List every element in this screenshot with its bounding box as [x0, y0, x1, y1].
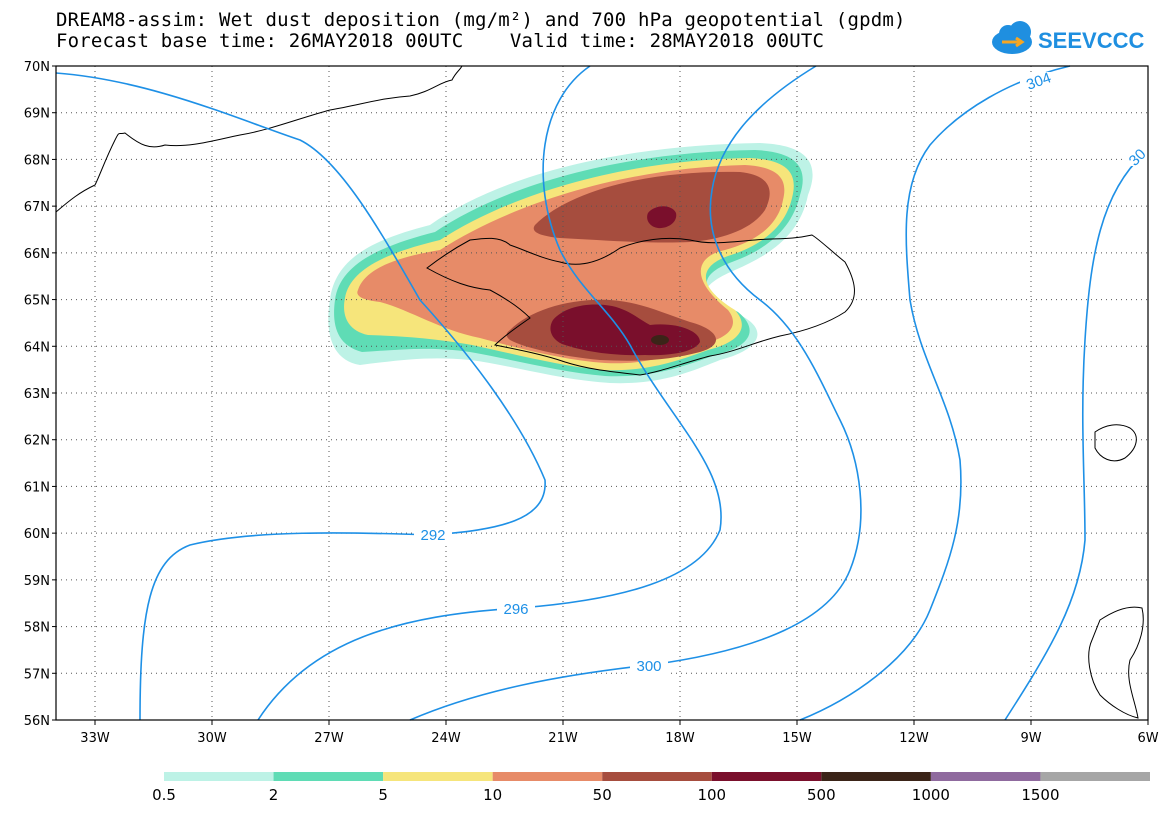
colorbar-swatch: [492, 772, 603, 781]
lat-label: 64N: [24, 340, 50, 355]
lon-label: 6W: [1137, 731, 1158, 746]
iceland-coast: [426, 234, 855, 376]
lat-label: 57N: [24, 667, 50, 682]
colorbar-label: 0.5: [152, 786, 176, 804]
greenland-coast: [55, 65, 463, 213]
lat-label: 67N: [24, 200, 50, 215]
colorbar-swatch: [383, 772, 493, 781]
colorbar: [164, 772, 1150, 781]
lon-label: 12W: [899, 731, 929, 746]
lat-label: 60N: [24, 527, 50, 542]
contour-label-292: 292: [420, 527, 445, 544]
scotland-coast: [1088, 606, 1144, 719]
colorbar-label: 1000: [911, 786, 950, 804]
colorbar-label: 1500: [1021, 786, 1060, 804]
contour-label-300: 300: [636, 658, 661, 675]
seevccc-logo: SEEVCCC: [992, 21, 1144, 54]
contour-labels: 292 296 300 304 30: [414, 69, 1150, 675]
colorbar-swatch: [602, 772, 712, 781]
contour-label-296: 296: [503, 601, 528, 618]
faroe-islands-coast: [1094, 424, 1137, 462]
coastlines: [55, 65, 1144, 719]
contour-308: [1004, 149, 1149, 721]
colorbar-swatch: [711, 772, 822, 781]
lat-label: 56N: [24, 714, 50, 729]
chart-title: DREAM8-assim: Wet dust deposition (mg/m²…: [56, 9, 906, 31]
longitude-labels: 33W 30W 27W 24W 21W 18W 15W 12W 9W 6W: [80, 720, 1159, 746]
lat-label: 65N: [24, 294, 50, 309]
lon-label: 27W: [314, 731, 344, 746]
lon-label: 30W: [197, 731, 227, 746]
contour-296: [257, 65, 722, 721]
cloud-icon: [992, 21, 1032, 54]
colorbar-swatch: [164, 772, 274, 781]
graticule: [56, 66, 1148, 720]
lat-label: 63N: [24, 387, 50, 402]
colorbar-swatch: [273, 772, 384, 781]
lat-label: 69N: [24, 107, 50, 122]
lon-label: 15W: [782, 731, 812, 746]
colorbar-swatch: [821, 772, 931, 781]
lon-label: 9W: [1020, 731, 1041, 746]
logo-text: SEEVCCC: [1038, 28, 1144, 53]
lon-label: 18W: [665, 731, 695, 746]
lat-label: 58N: [24, 621, 50, 636]
lat-label: 68N: [24, 153, 50, 168]
colorbar-label: 50: [592, 786, 612, 804]
colorbar-swatch: [930, 772, 1041, 781]
lat-label: 59N: [24, 574, 50, 589]
lat-label: 70N: [24, 60, 50, 75]
colorbar-label: 500: [807, 786, 836, 804]
colorbar-label: 10: [483, 786, 503, 804]
lon-label: 21W: [548, 731, 578, 746]
lon-label: 24W: [431, 731, 461, 746]
contour-292: [55, 72, 546, 721]
colorbar-label: 100: [697, 786, 727, 804]
colorbar-label: 5: [378, 786, 388, 804]
dust-level-500: [651, 335, 669, 345]
lat-label: 66N: [24, 247, 50, 262]
colorbar-swatch: [1040, 772, 1150, 781]
contour-304: [799, 65, 1071, 721]
dust-level-100: [550, 206, 700, 356]
lon-label: 33W: [80, 731, 110, 746]
colorbar-label: 2: [268, 786, 279, 804]
lat-label: 61N: [24, 480, 50, 495]
latitude-labels: 70N 69N 68N 67N 66N 65N 64N 63N 62N 61N 60N 59N 58N 5…: [24, 60, 56, 729]
dust-deposition-field: [328, 143, 813, 384]
lat-label: 62N: [24, 434, 50, 449]
chart-subtitle: Forecast base time: 26MAY2018 00UTC Vali…: [56, 30, 825, 52]
